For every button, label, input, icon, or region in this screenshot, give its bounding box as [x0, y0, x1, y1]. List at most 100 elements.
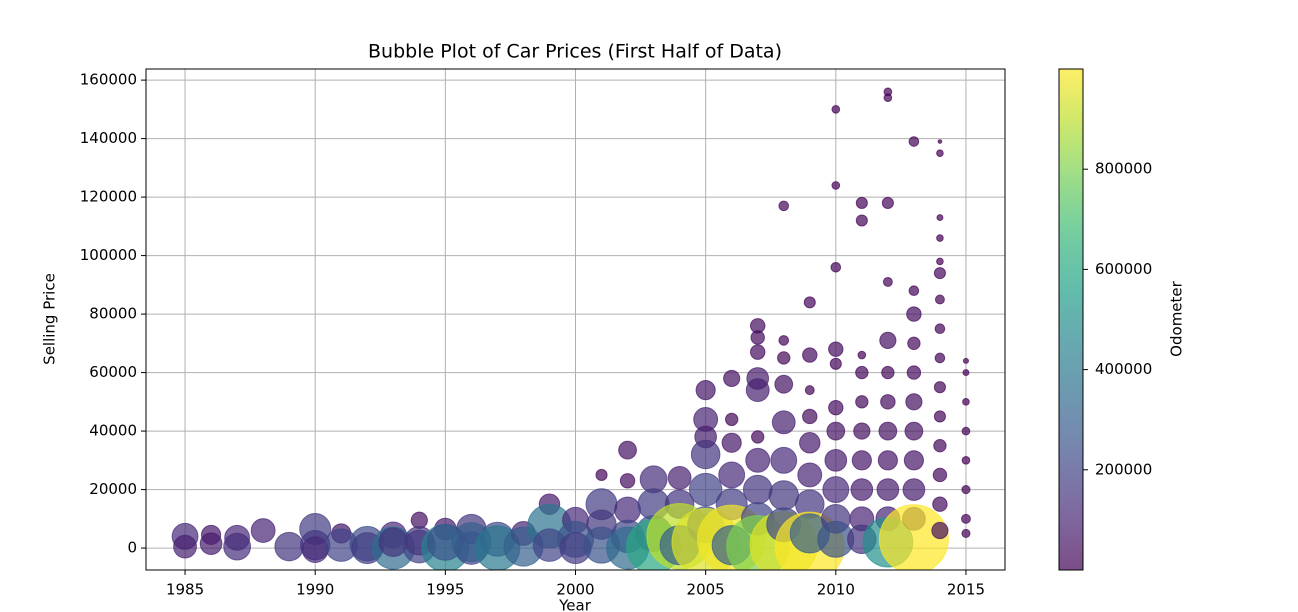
bubble: [962, 369, 970, 377]
y-axis-label: Selling Price: [41, 273, 59, 365]
axes: 1985 1990 1995 2000 2005 2010 2015 0 20000 40000 6…: [80, 71, 1153, 599]
bubble: [936, 214, 944, 222]
bubble: [902, 478, 926, 501]
bubble: [961, 513, 971, 524]
bubble: [933, 381, 946, 394]
y-tick-label: 100000: [80, 246, 137, 264]
colorbar-label: Odometer: [1168, 280, 1186, 356]
x-tick-label: 1990: [296, 581, 334, 599]
y-tick-label: 0: [127, 539, 137, 557]
bubble: [937, 139, 943, 144]
bubble: [804, 385, 815, 396]
bubble: [855, 196, 868, 209]
bubble: [410, 511, 428, 529]
bubble: [907, 336, 921, 351]
bubble: [301, 536, 329, 563]
bubble: [882, 276, 893, 287]
bubble: [881, 365, 895, 380]
bubble: [749, 344, 766, 360]
colorbar: [1058, 68, 1084, 571]
bubble: [618, 440, 637, 460]
bubble: [695, 380, 716, 401]
bubble: [829, 357, 842, 370]
bubble: [855, 214, 868, 227]
bubble: [962, 398, 970, 406]
bubble: [936, 234, 944, 242]
bubble: [934, 294, 945, 305]
bubble: [903, 450, 924, 471]
bubble: [904, 421, 924, 441]
bubble: [770, 446, 798, 474]
bubble: [878, 504, 949, 570]
chart-title: Bubble Plot of Car Prices (First Half of…: [368, 41, 782, 63]
bubble: [831, 181, 841, 190]
plot-area: [171, 87, 971, 570]
bubble: [830, 261, 842, 273]
x-axis-label: Year: [558, 597, 592, 612]
bubble: [802, 408, 818, 425]
bubble: [822, 476, 850, 504]
bubble: [777, 351, 791, 365]
x-tick-label: 1985: [166, 581, 204, 599]
y-tick-label: 160000: [80, 71, 137, 89]
bubble: [690, 439, 721, 470]
bubble: [962, 357, 969, 364]
bubble: [857, 350, 867, 360]
bubble: [721, 432, 742, 453]
bubble: [879, 331, 897, 350]
bubble: [742, 474, 773, 505]
bubble: [718, 461, 746, 489]
x-tick-label: 2000: [556, 581, 594, 599]
bubble: [751, 430, 765, 444]
y-tick-label: 60000: [89, 363, 137, 381]
bubble: [908, 136, 920, 147]
bubble: [855, 395, 869, 409]
bubble: [878, 421, 898, 441]
bubble: [933, 410, 946, 423]
colorbar-tick-label: 600000: [1095, 260, 1152, 278]
bubble: [850, 478, 874, 501]
bubble: [778, 335, 790, 346]
bubble: [614, 496, 641, 524]
bubble: [797, 462, 823, 488]
bubble: [851, 450, 872, 471]
bubble: [961, 426, 971, 436]
bubble: [961, 528, 971, 538]
y-tick-label: 140000: [80, 129, 137, 147]
bubble: [802, 347, 818, 363]
bubble: [173, 534, 197, 559]
bubble: [745, 447, 771, 473]
grid: [146, 69, 1005, 570]
bubble: [906, 306, 922, 322]
bubble: [934, 352, 946, 364]
bubble: [774, 374, 794, 394]
colorbar-tick-label: 800000: [1095, 160, 1152, 178]
x-tick-label: 2015: [947, 581, 985, 599]
y-tick-label: 80000: [89, 305, 137, 323]
bubble: [908, 285, 920, 296]
bubble: [745, 378, 770, 403]
y-tick-label: 120000: [80, 188, 137, 206]
bubble: [831, 105, 841, 114]
bubble: [932, 496, 948, 512]
bubble: [725, 412, 739, 427]
bubble: [880, 394, 896, 410]
bubble: [932, 467, 948, 483]
x-tick-label: 2005: [687, 581, 725, 599]
bubble: [934, 323, 946, 335]
bubble: [905, 393, 923, 411]
bubble: [250, 518, 276, 543]
y-tick-label: 40000: [89, 422, 137, 440]
bubble: [771, 410, 796, 435]
bubble: [883, 93, 893, 102]
bubble: [274, 531, 304, 562]
bubble: [803, 296, 816, 309]
colorbar-tick-label: 200000: [1095, 460, 1152, 478]
bubble: [936, 149, 944, 158]
bubble: [826, 421, 846, 441]
bubble: [778, 200, 790, 212]
bubble: [667, 465, 692, 490]
bubble: [723, 369, 741, 388]
bubble: [750, 330, 765, 345]
